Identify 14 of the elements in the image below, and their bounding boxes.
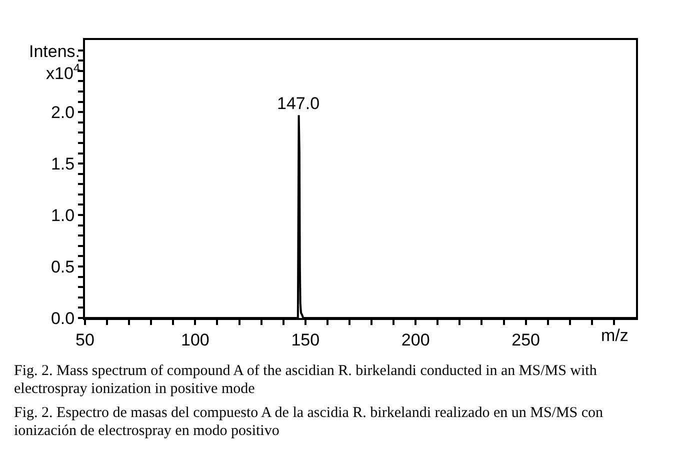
y-tick-label: 2.0 (50, 103, 75, 122)
x-tick-label: 150 (291, 330, 320, 350)
annotation: 147.0 (277, 94, 320, 113)
x-axis-title: m/z (601, 326, 628, 345)
caption: Fig. 2. Mass spectrum of compound A of the ascidian R. birkelandi conducted in an MS/MS with electrospray ionization in positive mode (14, 362, 598, 398)
y-tick-label: 1.5 (50, 154, 75, 174)
caption: Fig. 2. Espectro de masas del compuesto A de la ascidia R. birkelandi realizado en un MS/MS con ionización de electrospray en modo positivo (14, 404, 604, 440)
x-tick-label: 250 (512, 330, 540, 350)
y-tick-label: 1.0 (50, 206, 75, 225)
x-tick-label: 50 (76, 330, 94, 350)
y-tick-label: 0.0 (50, 308, 75, 328)
x-tick-label: 100 (181, 330, 210, 350)
y-tick-label: 0.5 (50, 257, 75, 276)
x-tick-label: 200 (401, 330, 430, 350)
